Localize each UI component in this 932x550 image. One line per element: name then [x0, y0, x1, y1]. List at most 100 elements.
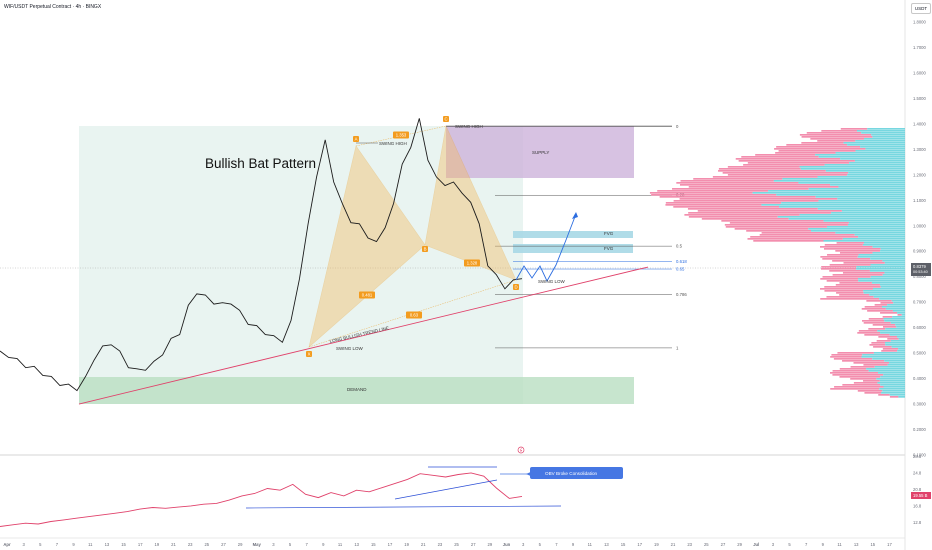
price-tick-label: 0.8000: [913, 274, 926, 279]
time-tick-label: 17: [138, 542, 143, 547]
obv-trend: [394, 479, 498, 500]
volume-profile-buy: [782, 178, 905, 180]
timezone-icon[interactable]: [517, 446, 525, 454]
pattern-point-label: X: [308, 352, 311, 357]
volume-profile-sell: [817, 140, 856, 142]
time-tick-label: 7: [56, 542, 59, 547]
volume-profile-buy: [861, 356, 905, 358]
volume-profile-buy: [882, 274, 905, 276]
volume-profile-sell: [832, 260, 883, 262]
fib-level-label: 1: [676, 345, 679, 350]
volume-profile-sell: [823, 248, 881, 250]
volume-profile-sell: [887, 338, 899, 340]
price-tick-label: 1.0000: [913, 223, 926, 228]
fvg-label-2: FVG: [604, 246, 614, 251]
volume-profile-buy: [824, 164, 905, 166]
volume-profile-sell: [735, 158, 841, 160]
time-tick-label: 9: [322, 542, 325, 547]
volume-profile-buy: [857, 256, 905, 258]
volume-profile-sell: [659, 196, 816, 198]
pattern-point-marker: [443, 116, 449, 122]
volume-profile-buy: [896, 336, 905, 338]
fib-level-label: 0.5: [676, 244, 683, 249]
volume-profile-buy: [838, 186, 905, 188]
time-tick-label: 13: [604, 542, 609, 547]
volume-profile-sell: [649, 192, 753, 194]
volume-profile-buy: [880, 384, 905, 386]
volume-profile-buy: [779, 206, 905, 208]
projection-arrow: [515, 213, 577, 282]
volume-profile-sell: [761, 232, 836, 234]
volume-profile-buy: [752, 192, 905, 194]
volume-profile-sell: [880, 302, 894, 304]
volume-profile-sell: [857, 332, 881, 334]
volume-profile-buy: [890, 340, 905, 342]
currency-button[interactable]: USDT: [911, 3, 931, 14]
time-tick-label: 29: [238, 542, 243, 547]
volume-profile-sell: [776, 146, 861, 148]
volume-profile-sell: [820, 256, 858, 258]
volume-profile-buy: [818, 156, 905, 158]
volume-profile-sell: [786, 144, 848, 146]
volume-profile-sell: [820, 278, 859, 280]
volume-profile-sell: [775, 152, 836, 154]
time-tick-label: 17: [388, 542, 393, 547]
volume-profile-buy: [768, 190, 905, 192]
volume-profile-buy: [808, 228, 905, 230]
volume-profile-buy: [883, 318, 905, 320]
volume-profile-sell: [858, 330, 878, 332]
time-tick-label: 7: [306, 542, 309, 547]
volume-profile-buy: [825, 170, 905, 172]
volume-profile-buy: [892, 316, 905, 318]
fib-level-label: 0: [676, 124, 679, 129]
volume-profile-buy: [864, 138, 905, 140]
pattern-point-marker: [353, 136, 359, 142]
volume-profile-sell: [822, 258, 871, 260]
volume-profile-buy: [862, 354, 905, 356]
volume-profile-sell: [821, 130, 857, 132]
volume-profile-buy: [898, 396, 905, 398]
volume-profile-buy: [880, 248, 905, 250]
volume-profile-buy: [831, 212, 905, 214]
volume-profile-sell: [853, 382, 878, 384]
time-tick-label: Jun: [503, 542, 511, 547]
time-tick-label: 17: [887, 542, 892, 547]
volume-profile-buy: [895, 324, 905, 326]
volume-profile-buy: [887, 364, 905, 366]
volume-profile-buy: [843, 142, 905, 144]
volume-profile-buy: [879, 388, 905, 390]
volume-profile-sell: [729, 222, 849, 224]
volume-profile-buy: [889, 334, 905, 336]
volume-profile-sell: [832, 274, 883, 276]
volume-profile-sell: [864, 392, 882, 394]
volume-profile-sell: [839, 368, 867, 370]
volume-profile-sell: [684, 214, 800, 216]
volume-profile-sell: [836, 242, 864, 244]
volume-profile-sell: [876, 340, 891, 342]
time-tick-label: 3: [522, 542, 525, 547]
fib-level-label: 0.618: [676, 259, 687, 264]
volume-profile-sell: [680, 180, 774, 182]
volume-profile-sell: [882, 316, 893, 318]
obv-tick-label: 16.8: [913, 504, 922, 509]
volume-profile-buy: [869, 270, 905, 272]
volume-profile-buy: [855, 140, 905, 142]
price-tick-label: 0.4000: [913, 376, 926, 381]
volume-profile-buy: [856, 268, 905, 270]
volume-profile-buy: [872, 246, 905, 248]
volume-profile-buy: [799, 166, 905, 168]
volume-profile-buy: [800, 168, 905, 170]
volume-profile-buy: [830, 184, 905, 186]
time-tick-label: 25: [704, 542, 709, 547]
time-tick-label: 15: [870, 542, 875, 547]
volume-profile-buy: [817, 208, 905, 210]
ratio-tag: [464, 259, 480, 267]
volume-profile-sell: [881, 350, 898, 352]
volume-profile-buy: [891, 300, 905, 302]
volume-profile-sell: [830, 388, 880, 390]
time-tick-label: 9: [822, 542, 825, 547]
volume-profile-buy: [880, 376, 905, 378]
time-tick-label: 5: [289, 542, 292, 547]
volume-profile-sell: [873, 346, 892, 348]
